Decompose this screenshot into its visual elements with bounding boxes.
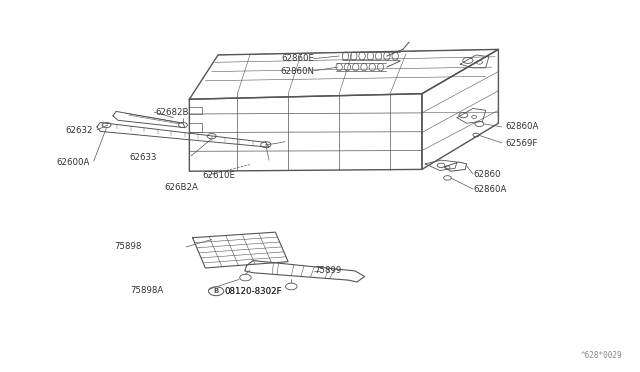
- Text: ^628*0029: ^628*0029: [581, 351, 623, 360]
- Text: 62860E: 62860E: [281, 54, 314, 63]
- Text: B: B: [214, 288, 219, 294]
- Text: 62610E: 62610E: [203, 171, 236, 180]
- Text: 62860N: 62860N: [280, 67, 314, 76]
- Text: 626B2A: 626B2A: [164, 183, 198, 192]
- Text: 62569F: 62569F: [506, 139, 538, 148]
- Text: 75899: 75899: [314, 266, 342, 275]
- Text: 08120-8302F: 08120-8302F: [225, 288, 282, 296]
- Text: 62632: 62632: [66, 126, 93, 135]
- Text: 62860: 62860: [474, 170, 501, 179]
- Text: 62860A: 62860A: [474, 185, 507, 194]
- Text: 08120-8302F: 08120-8302F: [225, 288, 282, 296]
- Text: 62682B: 62682B: [155, 108, 188, 117]
- Text: 62633: 62633: [129, 153, 157, 162]
- Text: 62600A: 62600A: [56, 158, 90, 167]
- Text: 62860A: 62860A: [506, 122, 539, 131]
- Text: 75898A: 75898A: [131, 286, 164, 295]
- Text: 75898: 75898: [114, 242, 141, 251]
